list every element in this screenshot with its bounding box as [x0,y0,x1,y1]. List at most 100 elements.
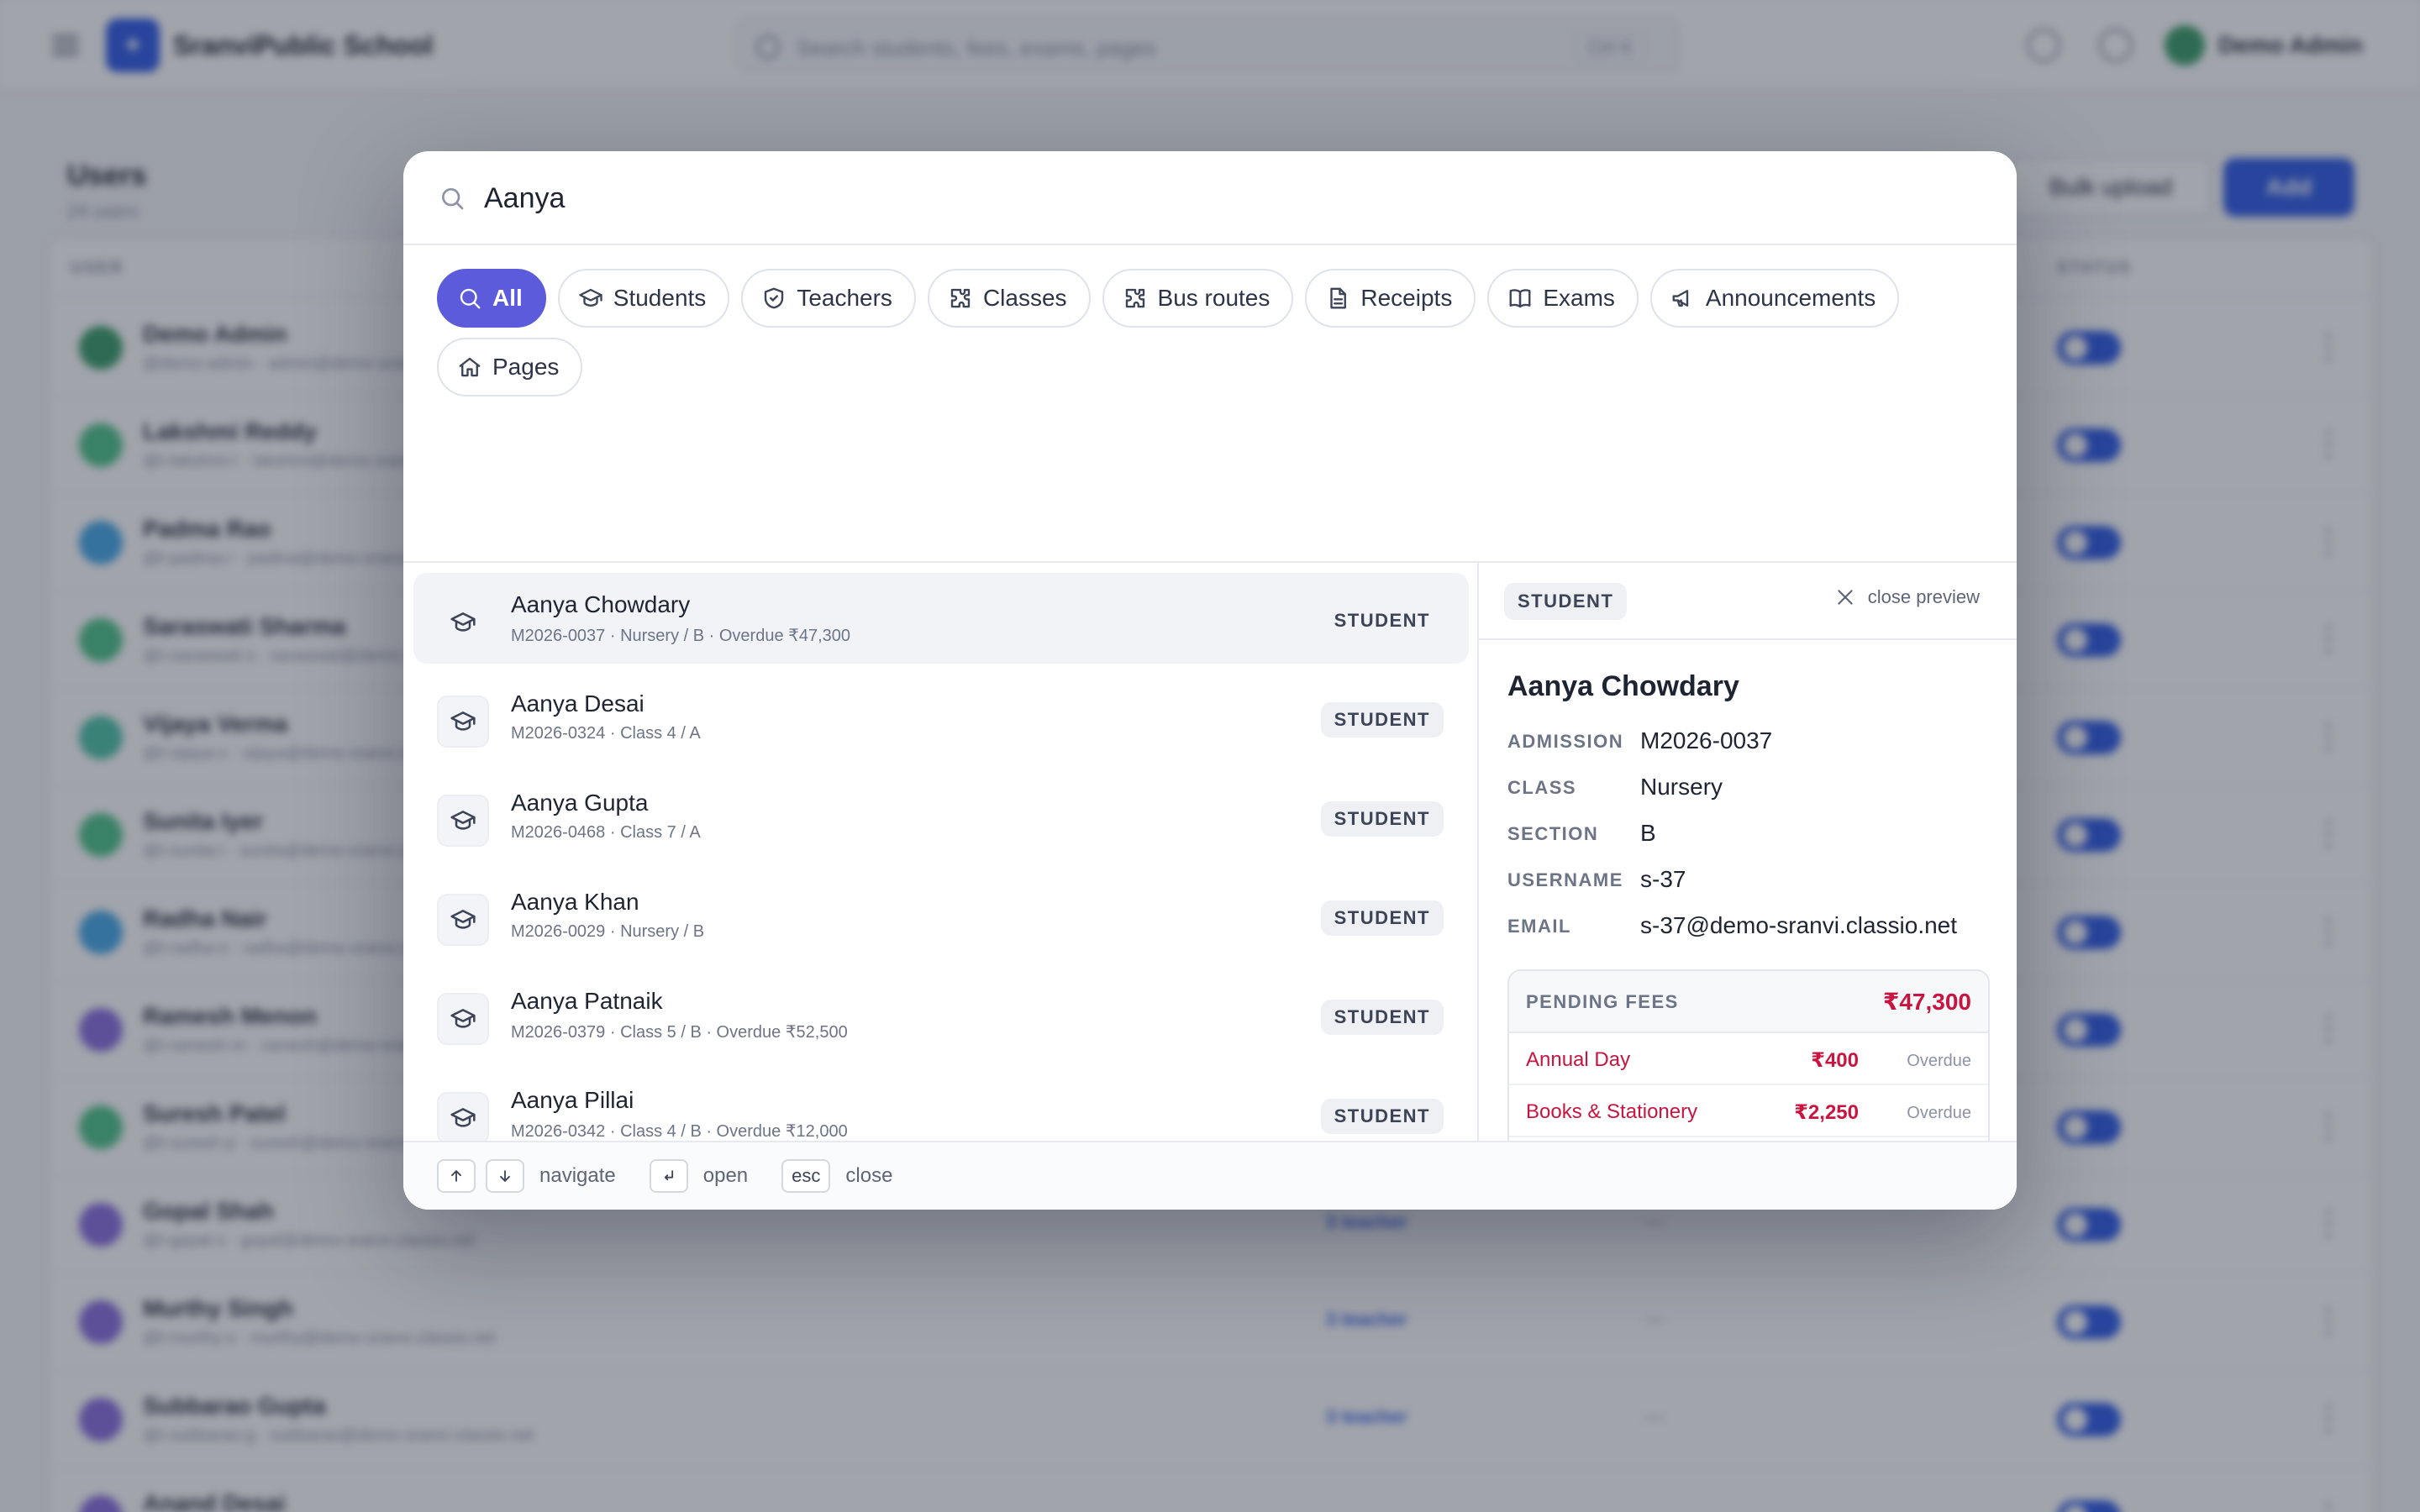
table-row[interactable]: Gopal Shah @t-gopal-s · gopal@demo-sranvi… [49,1176,2373,1273]
user-name: Sunita Iyer [143,808,264,834]
table-row[interactable]: Anand Desai [49,1468,2373,1512]
user-status-toggle[interactable] [2057,1110,2121,1144]
enter-key [649,1159,688,1193]
filter-chip-classes[interactable]: Classes [927,269,1091,328]
theme-toggle-icon[interactable] [2027,29,2060,62]
user-name: Lakshmi Reddy [143,418,317,444]
user-meta: @t-radha-n · radha@demo-sranvi.classio.n… [143,939,480,958]
list-item[interactable]: Aanya Chowdary M2026-0037 · Nursery / B ·… [413,573,1469,664]
avatar[interactable] [2165,25,2205,66]
filter-chip-label: Classes [982,285,1067,311]
avatar [79,521,123,564]
list-item[interactable]: Aanya Desai M2026-0324 · Class 4 / A STUDE… [413,672,1469,763]
admin-name[interactable]: Demo Admin [2218,32,2363,58]
more-actions-icon[interactable] [2326,1210,2331,1238]
user-role: 3 teacher [1326,1309,1407,1330]
arrow-down-icon [500,1170,510,1182]
table-row[interactable]: Subbarao Gupta @t-subbarao-g · subbarao@d… [49,1371,2373,1468]
result-type-badge: STUDENT [1320,702,1444,738]
user-status-toggle[interactable] [2057,1208,2121,1242]
column-header-status: STATUS [2057,259,2133,277]
preview-field-value: M2026-0037 [1640,727,1773,753]
column-header-user: USER [71,259,124,277]
user-status-toggle[interactable] [2057,1500,2121,1512]
menu-icon[interactable] [49,30,82,60]
user-status-toggle[interactable] [2057,428,2121,462]
user-status-toggle[interactable] [2057,916,2121,949]
list-item[interactable]: Aanya Gupta M2026-0468 · Class 7 / A STUDE… [413,771,1469,862]
result-subtitle: M2026-0468 · Class 7 / A [511,823,701,842]
more-actions-icon[interactable] [2326,1502,2331,1512]
user-status-toggle[interactable] [2057,623,2121,657]
preview-field-value: B [1640,820,1656,846]
command-palette: All Students Teachers Classes Bus routes Rece… [403,151,2017,1210]
filter-chip-label: Bus routes [1157,285,1270,311]
avatar [79,1300,123,1344]
school-logo-icon: ✦ [106,18,160,72]
list-item[interactable]: Aanya Khan M2026-0029 · Nursery / B STUDEN… [413,870,1469,961]
more-actions-icon[interactable] [2326,333,2331,361]
filter-chip-exams[interactable]: Exams [1487,269,1639,328]
graduation-cap-icon [579,288,602,307]
user-status-toggle[interactable] [2057,1013,2121,1047]
more-actions-icon[interactable] [2326,820,2331,848]
result-type-badge: STUDENT [1320,1000,1444,1035]
enter-icon [664,1170,673,1181]
list-item[interactable]: Aanya Pillai M2026-0342 · Class 4 / B · O… [413,1068,1469,1159]
filter-chip-receipts[interactable]: Receipts [1305,269,1476,328]
result-title: Aanya Patnaik [511,988,663,1014]
add-user-button[interactable]: Add [2223,158,2354,217]
user-status-toggle[interactable] [2057,1403,2121,1436]
palette-search-input[interactable] [484,170,1980,227]
filter-chip-all[interactable]: All [437,269,546,328]
user-status-toggle[interactable] [2057,721,2121,754]
result-icon [437,696,489,748]
avatar [79,423,123,467]
user-status-toggle[interactable] [2057,818,2121,852]
result-icon [437,596,489,648]
more-actions-icon[interactable] [2326,1015,2331,1043]
close-preview-button[interactable]: close preview [1834,586,1980,608]
filter-chip-announcements[interactable]: Announcements [1649,269,1900,328]
result-title: Aanya Desai [511,690,644,717]
settings-icon[interactable] [2099,29,2133,62]
user-status-toggle[interactable] [2057,331,2121,365]
document-icon [1330,287,1347,309]
user-last-login: — [1645,1211,1664,1232]
filter-chip-label: Announcements [1705,285,1876,311]
result-title: Aanya Pillai [511,1087,634,1113]
more-actions-icon[interactable] [2326,528,2331,556]
more-actions-icon[interactable] [2326,430,2331,459]
preview-field-label: CLASS [1507,777,1577,798]
table-row[interactable]: Murthy Singh @t-murthy-s · murthy@demo-sr… [49,1273,2373,1371]
user-last-login: — [1645,1309,1664,1330]
more-actions-icon[interactable] [2326,625,2331,654]
pending-fees-label: PENDING FEES [1526,991,1679,1012]
global-search-box[interactable]: Search students, fees, exams, pages Ctrl… [736,18,1681,72]
result-type-badge: STUDENT [1320,900,1444,936]
preview-field-username: USERNAME s-37 [1507,866,1995,912]
user-status-toggle[interactable] [2057,526,2121,559]
page-header: Users 24 users [67,160,147,223]
more-actions-icon[interactable] [2326,917,2331,946]
filter-chip-label: Exams [1543,285,1615,311]
more-actions-icon[interactable] [2326,1404,2331,1433]
more-actions-icon[interactable] [2326,1307,2331,1336]
filter-chip-teachers[interactable]: Teachers [741,269,916,328]
user-meta: @t-sunita-i · sunita@demo-sranvi.classio… [143,842,478,860]
user-name: Saraswati Sharma [143,613,346,639]
bulk-upload-button[interactable]: Bulk upload [2010,158,2212,217]
result-icon [437,795,489,847]
user-meta: @t-subbarao-g · subbarao@demo-sranvi.cla… [143,1426,534,1445]
graduation-cap-icon [450,811,476,830]
filter-chip-bus-routes[interactable]: Bus routes [1102,269,1294,328]
result-type-badge: STUDENT [1320,1099,1444,1134]
shield-icon [765,287,784,309]
more-actions-icon[interactable] [2326,722,2331,751]
list-item[interactable]: Aanya Patnaik M2026-0379 · Class 5 / B · … [413,969,1469,1060]
filter-chip-pages[interactable]: Pages [437,338,583,396]
navigate-hint: navigate [539,1164,616,1187]
more-actions-icon[interactable] [2326,1112,2331,1141]
filter-chip-students[interactable]: Students [557,269,730,328]
user-status-toggle[interactable] [2057,1305,2121,1339]
